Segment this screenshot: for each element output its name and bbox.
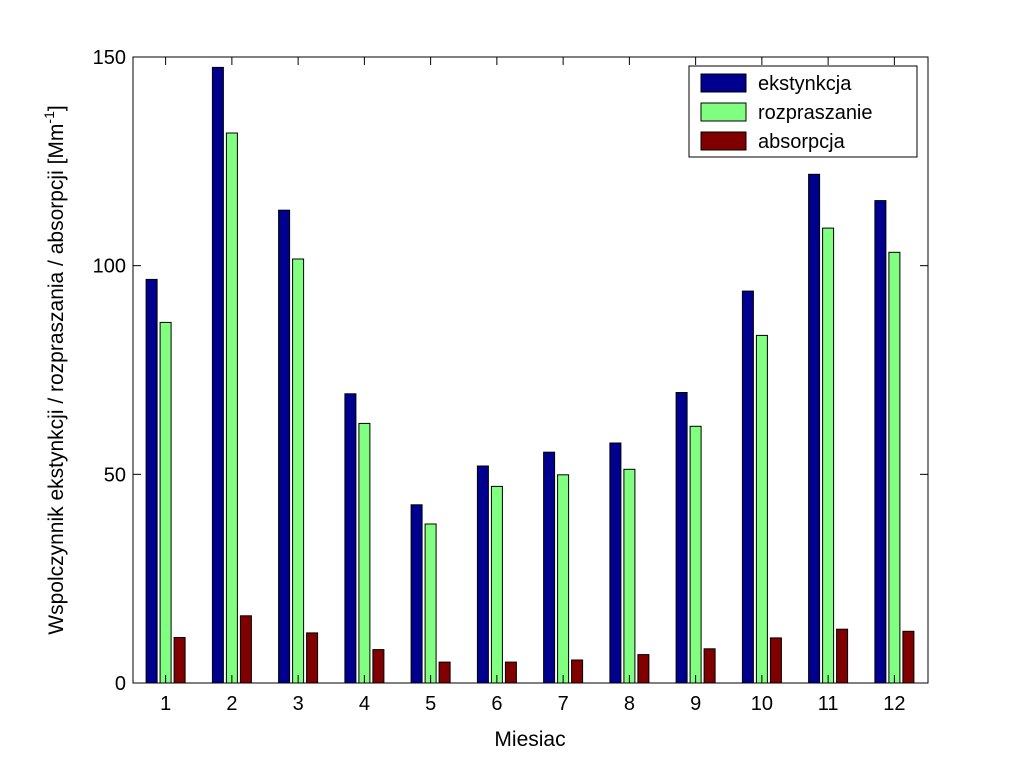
bar-absorpcja-3 bbox=[306, 632, 319, 684]
legend-swatch-absorpcja bbox=[700, 131, 747, 151]
x-tick-label: 6 bbox=[491, 693, 502, 715]
legend: ekstynkcja rozpraszanie absorpcja bbox=[688, 65, 918, 158]
bar-ekstynkcja-11 bbox=[808, 173, 821, 684]
x-tick-label: 7 bbox=[558, 693, 569, 715]
bar-rozpraszanie-12 bbox=[888, 251, 901, 684]
bar-ekstynkcja-8 bbox=[609, 442, 622, 684]
bar-absorpcja-10 bbox=[769, 637, 782, 684]
y-tick-label: 100 bbox=[93, 256, 126, 278]
bar-ekstynkcja-4 bbox=[344, 393, 357, 684]
bar-rozpraszanie-10 bbox=[755, 334, 768, 684]
bar-absorpcja-8 bbox=[637, 654, 650, 684]
x-tick-label: 8 bbox=[624, 693, 635, 715]
plot-area bbox=[133, 57, 928, 683]
x-tick-label: 3 bbox=[293, 693, 304, 715]
x-tick-label: 11 bbox=[818, 693, 839, 715]
bar-rozpraszanie-4 bbox=[358, 422, 371, 684]
y-axis-label-main: Wspolczynnik ekstynkcji / rozpraszania /… bbox=[45, 124, 68, 635]
bar-rozpraszanie-2 bbox=[225, 132, 238, 684]
bar-absorpcja-5 bbox=[438, 661, 451, 684]
bar-ekstynkcja-7 bbox=[543, 451, 556, 684]
bar-ekstynkcja-9 bbox=[675, 392, 688, 684]
bar-rozpraszanie-3 bbox=[292, 258, 305, 684]
bar-absorpcja-9 bbox=[703, 648, 716, 684]
x-tick-label: 1 bbox=[160, 693, 171, 715]
bar-ekstynkcja-5 bbox=[410, 504, 423, 684]
bar-ekstynkcja-2 bbox=[211, 66, 224, 684]
x-axis-label: Miesiac bbox=[494, 728, 565, 751]
legend-label-ekstynkcja: ekstynkcja bbox=[758, 73, 852, 95]
bar-rozpraszanie-8 bbox=[623, 468, 636, 684]
bar-absorpcja-11 bbox=[836, 628, 849, 684]
bar-rozpraszanie-5 bbox=[424, 523, 437, 684]
bar-ekstynkcja-12 bbox=[874, 200, 887, 684]
x-axis: 1 2 3 4 5 6 7 8 9 10 11 12 bbox=[160, 57, 906, 715]
bar-rozpraszanie-6 bbox=[490, 485, 503, 684]
bar-ekstynkcja-10 bbox=[741, 290, 754, 684]
legend-label-absorpcja: absorpcja bbox=[758, 131, 846, 153]
legend-swatch-rozpraszanie bbox=[700, 102, 747, 122]
bar-rozpraszanie-1 bbox=[159, 321, 172, 684]
bar-rozpraszanie-11 bbox=[822, 227, 835, 684]
y-axis-label-superscript: -1 bbox=[41, 111, 57, 124]
legend-label-rozpraszanie: rozpraszanie bbox=[758, 102, 873, 124]
x-tick-label: 10 bbox=[751, 693, 773, 715]
bar-absorpcja-2 bbox=[239, 615, 252, 684]
legend-swatch-ekstynkcja bbox=[700, 73, 747, 93]
bar-absorpcja-6 bbox=[504, 661, 517, 684]
bar-rozpraszanie-7 bbox=[557, 474, 570, 684]
y-axis-label: Wspolczynnik ekstynkcji / rozpraszania /… bbox=[41, 105, 68, 634]
bar-ekstynkcja-3 bbox=[278, 209, 291, 684]
x-tick-label: 12 bbox=[883, 693, 905, 715]
y-tick-label: 150 bbox=[93, 47, 126, 69]
y-axis-label-end: ] bbox=[45, 105, 68, 111]
bar-ekstynkcja-6 bbox=[476, 465, 489, 684]
y-tick-label: 0 bbox=[115, 673, 126, 695]
bar-absorpcja-7 bbox=[571, 659, 584, 684]
x-tick-label: 5 bbox=[425, 693, 436, 715]
bar-absorpcja-12 bbox=[902, 630, 915, 684]
bar-rozpraszanie-9 bbox=[689, 425, 702, 684]
bar-absorpcja-4 bbox=[372, 649, 385, 684]
y-axis: 0 50 100 150 bbox=[93, 47, 928, 695]
x-tick-label: 2 bbox=[226, 693, 237, 715]
bar-absorpcja-1 bbox=[173, 637, 186, 684]
y-tick-label: 50 bbox=[104, 464, 126, 486]
x-tick-label: 9 bbox=[690, 693, 701, 715]
x-tick-label: 4 bbox=[359, 693, 370, 715]
plot-frame bbox=[132, 56, 929, 684]
bar-ekstynkcja-1 bbox=[145, 278, 158, 684]
